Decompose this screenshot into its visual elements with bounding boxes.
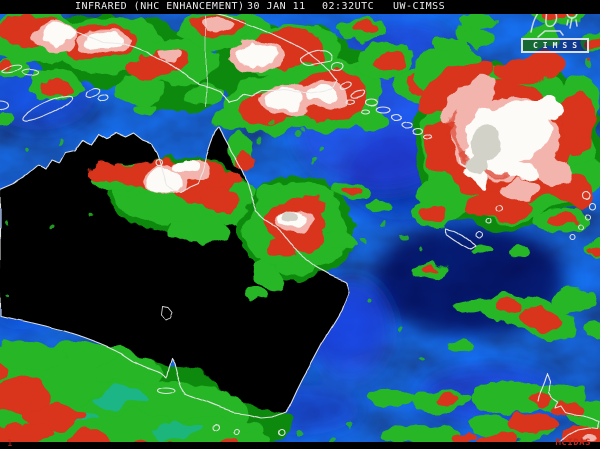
scattered-convection-tasman xyxy=(408,203,600,351)
itcz-convection xyxy=(0,4,600,168)
bass-strait-islands-outlines xyxy=(214,423,285,435)
cyclone-anthony xyxy=(239,176,392,302)
footer-bar xyxy=(0,442,600,449)
frame-number: 1 xyxy=(7,439,13,449)
solomon-islands-outlines xyxy=(340,81,433,139)
indonesia-islands-outlines xyxy=(0,65,109,122)
coastline-overlay xyxy=(0,8,599,442)
source-label: UW-CIMSS xyxy=(393,1,446,12)
date-label: 30 JAN 11 xyxy=(247,1,306,12)
new-caledonia-outline xyxy=(445,227,477,250)
convection-bottom-right xyxy=(368,382,600,449)
product-label: INFRARED (NHC ENHANCEMENT) xyxy=(75,1,245,12)
new-zealand-outline xyxy=(536,373,599,442)
kangaroo-island-outline xyxy=(157,386,177,394)
cyclone-yasi-core xyxy=(441,76,574,200)
new-guinea-coastline xyxy=(77,8,339,102)
groote-eylandt-outline xyxy=(155,158,163,166)
storm-northern-territory xyxy=(86,157,270,244)
new-britain-outline xyxy=(299,49,333,65)
cimss-logo-box: CIMSS xyxy=(521,38,589,53)
cloud-specks xyxy=(3,17,595,446)
header-bar: INFRARED (NHC ENHANCEMENT) 30 JAN 11 02:… xyxy=(0,0,600,14)
lake-eyre-outline xyxy=(160,305,173,321)
island-outline xyxy=(331,61,345,71)
mcidas-label: McIDAS xyxy=(555,438,591,448)
vanuatu-loyalty-outlines xyxy=(475,191,597,242)
time-label: 02:32UTC xyxy=(322,1,375,12)
